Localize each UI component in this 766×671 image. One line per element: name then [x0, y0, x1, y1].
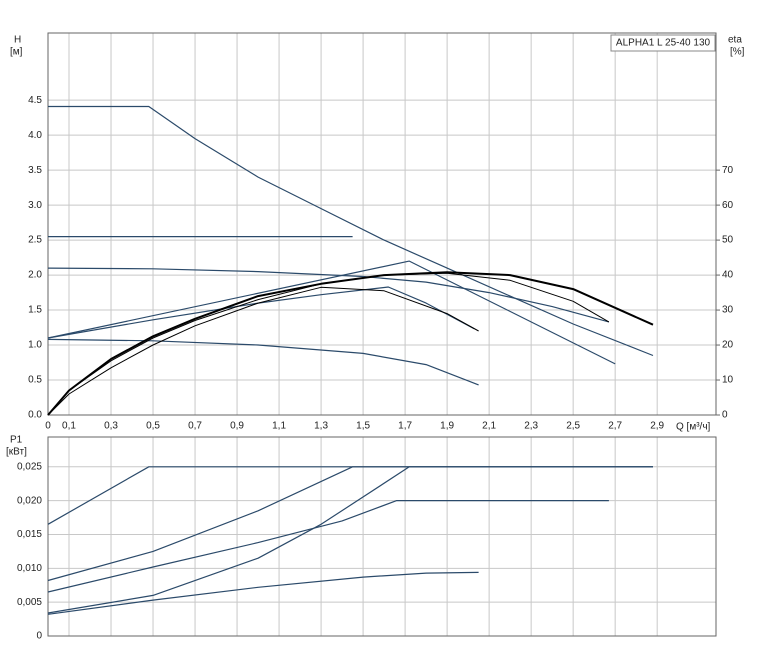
- y2-tick-label: 50: [722, 235, 734, 246]
- performance-curve: [47, 571, 479, 615]
- x-tick-label: 0,5: [146, 421, 160, 432]
- y-tick-label: 0,005: [17, 597, 42, 608]
- efficiency-curve: [47, 271, 654, 416]
- x-tick-label: 0: [45, 421, 51, 432]
- y-tick-label: 3.5: [28, 165, 42, 176]
- performance-curve: [47, 286, 475, 339]
- x-tick-label: 2,1: [482, 421, 496, 432]
- x-tick-label: 2,9: [650, 421, 664, 432]
- x-tick-label: 0,7: [188, 421, 202, 432]
- plot-frame: [47, 436, 717, 637]
- y2-tick-label: 10: [722, 375, 734, 386]
- x-tick-label: 2,3: [524, 421, 538, 432]
- y2-tick-label: 60: [722, 200, 734, 211]
- title-box: [610, 34, 716, 52]
- y-axis-label: P1: [10, 435, 23, 446]
- y2-tick-label: 30: [722, 305, 734, 316]
- performance-curve: [47, 466, 653, 525]
- y-axis-label: H: [14, 35, 21, 46]
- y-tick-label: 2.0: [28, 270, 42, 281]
- performance-curve: [47, 267, 610, 323]
- y-tick-label: 0,025: [17, 461, 42, 472]
- x-tick-label: 1,9: [440, 421, 454, 432]
- x-tick-label: 1,5: [356, 421, 370, 432]
- y2-tick-label: 40: [722, 270, 734, 281]
- y-tick-label: 0.5: [28, 375, 42, 386]
- x-tick-label: 0,9: [230, 421, 244, 432]
- chart-title: ALPHA1 L 25-40 130: [616, 38, 711, 49]
- y2-axis-label: eta: [728, 35, 742, 46]
- performance-curve: [48, 105, 654, 357]
- y2-tick-label: 0: [722, 410, 728, 421]
- performance-curve: [47, 338, 479, 386]
- x-tick-label: 2,7: [608, 421, 622, 432]
- performance-curve: [47, 466, 653, 614]
- x-tick-label: 1,7: [398, 421, 412, 432]
- y-tick-label: 0,010: [17, 563, 42, 574]
- y-tick-label: 0.0: [28, 410, 42, 421]
- y-tick-label: 1.0: [28, 340, 42, 351]
- performance-curve: [47, 466, 653, 582]
- y-tick-label: 4.5: [28, 95, 42, 106]
- y-tick-label: 2.5: [28, 235, 42, 246]
- x-tick-label: 0,1: [62, 421, 76, 432]
- y-axis-unit: [кВт]: [6, 447, 27, 458]
- efficiency-curve: [47, 286, 479, 416]
- performance-curve: [47, 260, 616, 365]
- y-tick-label: 1.5: [28, 305, 42, 316]
- y-axis-unit: [м]: [10, 47, 23, 58]
- y2-axis-unit: [%]: [730, 47, 745, 58]
- x-tick-label: 2,5: [566, 421, 580, 432]
- x-tick-label: 1,3: [314, 421, 328, 432]
- y-tick-label: 0: [36, 631, 42, 642]
- y-tick-label: 0,015: [17, 529, 42, 540]
- y-tick-label: 3.0: [28, 200, 42, 211]
- x-axis-label: Q [м³/ч]: [676, 422, 711, 433]
- y-tick-label: 4.0: [28, 130, 42, 141]
- efficiency-curve: [47, 272, 610, 416]
- y2-tick-label: 70: [722, 165, 734, 176]
- x-tick-label: 1,1: [272, 421, 286, 432]
- plot-frame: [47, 32, 717, 416]
- x-tick-label: 0,3: [104, 421, 118, 432]
- y2-tick-label: 20: [722, 340, 734, 351]
- performance-curve: [47, 500, 609, 593]
- y-tick-label: 0,020: [17, 495, 42, 506]
